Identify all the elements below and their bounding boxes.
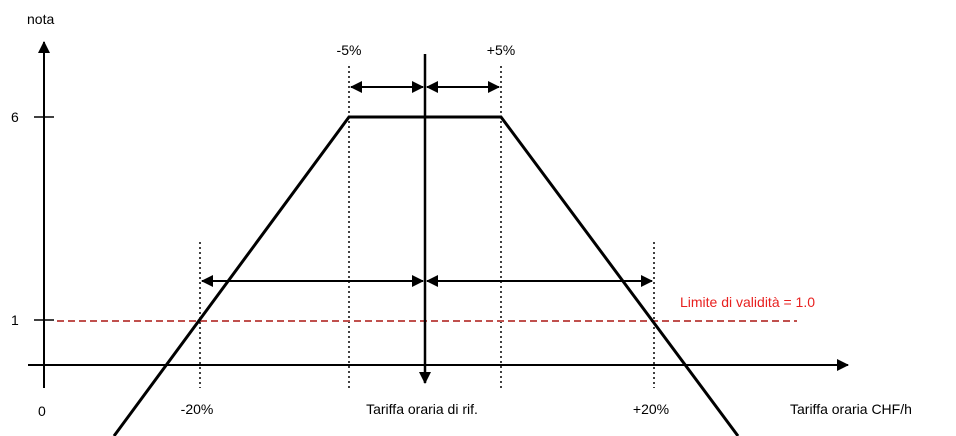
y-tick-label-1: 1	[11, 312, 19, 328]
origin-label: 0	[38, 403, 46, 419]
y-tick-label-6: 6	[11, 109, 19, 125]
validity-limit-label: Limite di validità = 1.0	[680, 294, 815, 310]
y-axis-label: nota	[27, 11, 54, 27]
x-axis-label: Tariffa oraria CHF/h	[790, 401, 912, 417]
reference-label: Tariffa oraria di rif.	[366, 401, 478, 417]
label-minus-5: -5%	[337, 42, 362, 58]
label-minus-20: -20%	[181, 401, 214, 417]
label-plus-5: +5%	[487, 42, 515, 58]
label-plus-20: +20%	[633, 401, 669, 417]
